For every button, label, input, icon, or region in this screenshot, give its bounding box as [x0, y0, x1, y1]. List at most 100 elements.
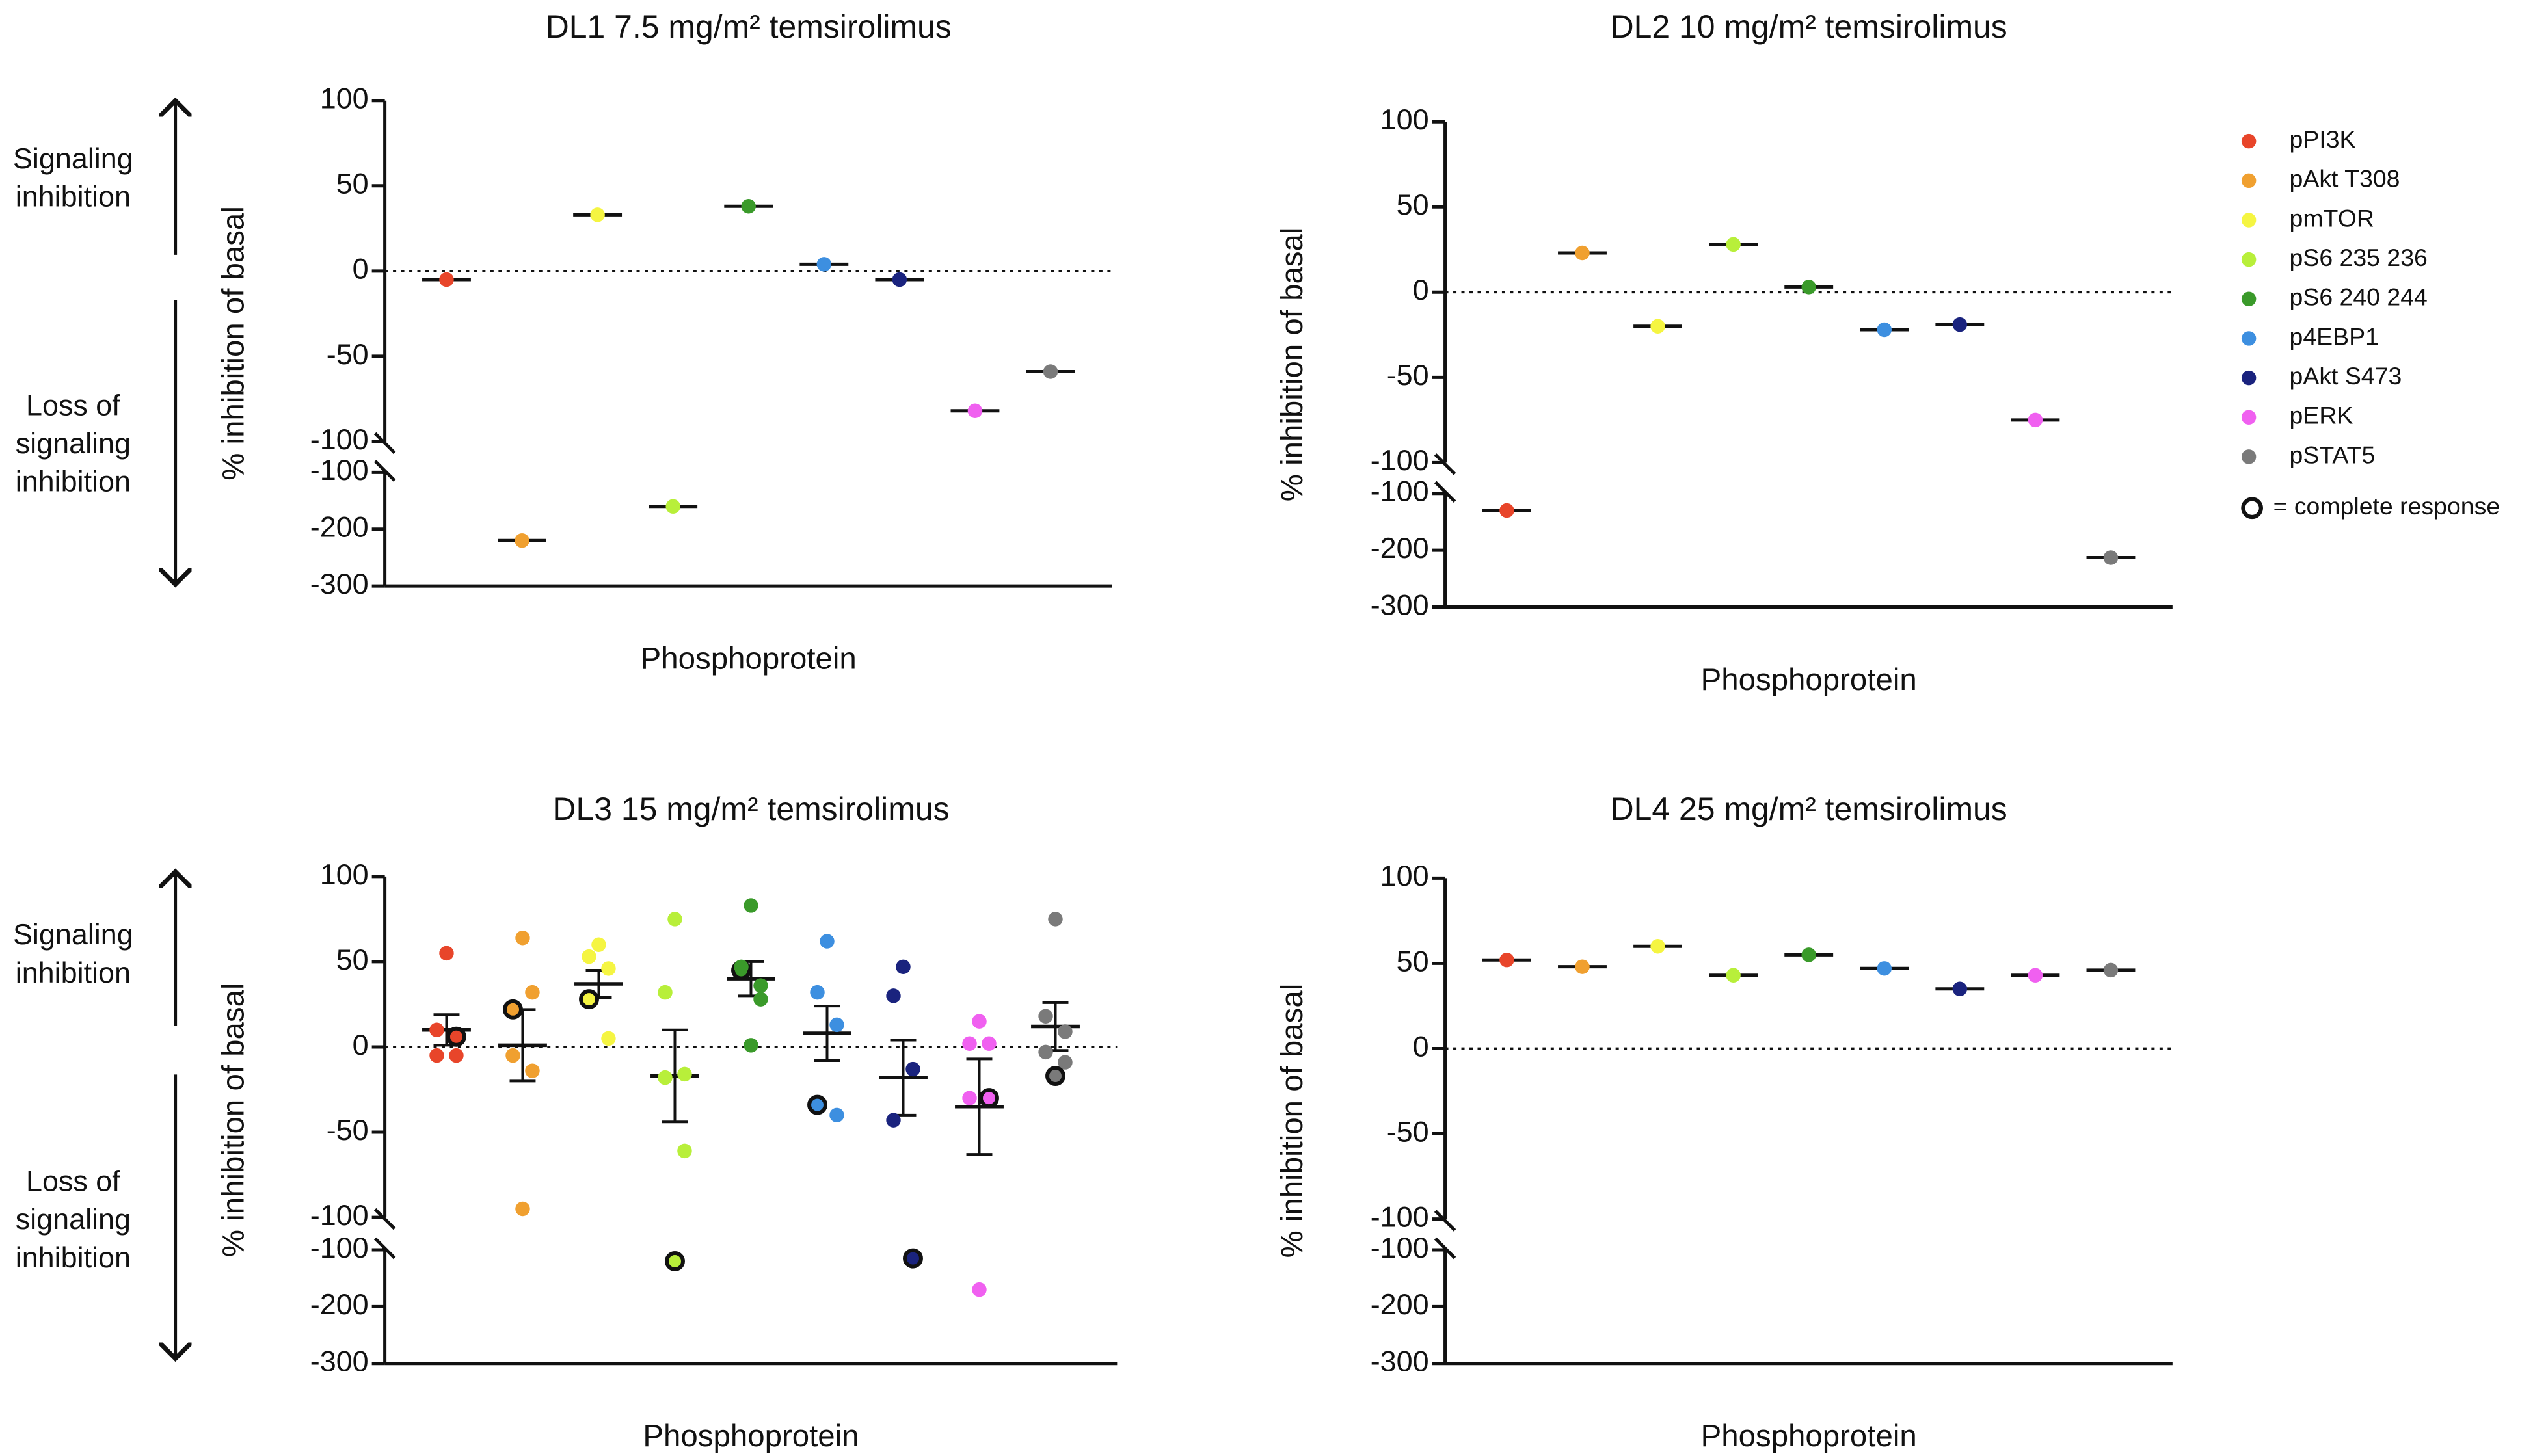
y-tick-label: 100 [320, 82, 369, 115]
legend-marker [2241, 497, 2263, 520]
data-point [429, 1022, 444, 1038]
complete-response-point [807, 1094, 827, 1115]
y-tick-label: 100 [320, 858, 369, 891]
data-point [972, 1014, 987, 1029]
legend-marker [2241, 291, 2257, 307]
data-point [1801, 947, 1816, 962]
side-annotation: signaling [16, 1202, 131, 1236]
data-point [601, 1031, 616, 1046]
y-tick-label: -50 [327, 338, 369, 371]
side-annotation: inhibition [16, 180, 131, 213]
y-tick-label: 0 [353, 1028, 369, 1061]
data-point [1499, 503, 1514, 518]
data-point [972, 1282, 987, 1297]
legend-marker [2241, 173, 2257, 189]
y-tick-label: 50 [336, 167, 369, 200]
data-point [1575, 245, 1590, 261]
x-axis-label: Phosphoprotein [1701, 1419, 1917, 1453]
chart-title: DL2 10 mg/m² temsirolimus [1611, 8, 2007, 45]
data-point [515, 533, 529, 548]
data-point [1038, 1009, 1053, 1024]
data-point [962, 1091, 977, 1105]
complete-response-point [665, 1251, 685, 1271]
data-point [962, 1036, 977, 1051]
chart-title: DL3 15 mg/m² temsirolimus [552, 791, 949, 827]
y-tick-label: 0 [1413, 273, 1429, 306]
y-tick-label: 50 [336, 943, 369, 976]
legend-note: = complete response [2273, 492, 2500, 520]
y-axis-label: % inhibition of basal [1275, 984, 1309, 1258]
data-point [2103, 962, 2119, 978]
y-tick-label: -50 [1387, 358, 1429, 391]
data-point [1499, 952, 1514, 968]
data-point [753, 992, 768, 1007]
legend-label: pSTAT5 [2290, 441, 2376, 468]
y-tick-label: -200 [310, 1288, 369, 1321]
data-point [1048, 912, 1063, 927]
legend-label: pmTOR [2290, 204, 2374, 232]
data-point [886, 988, 901, 1003]
side-annotation: inhibition [16, 465, 131, 498]
data-point [515, 931, 530, 946]
side-annotation: Signaling [13, 142, 133, 175]
legend-marker [2241, 133, 2257, 149]
y-tick-label: -200 [1371, 531, 1429, 564]
data-point [820, 934, 835, 949]
data-point [1877, 961, 1892, 976]
side-annotation: inhibition [16, 1241, 131, 1274]
side-annotation: Signaling [13, 918, 133, 951]
y-tick-label: -300 [310, 1345, 369, 1378]
data-point [829, 1017, 844, 1033]
data-point [665, 499, 680, 514]
legend-marker [2241, 449, 2257, 464]
data-point [1038, 1044, 1053, 1060]
y-tick-label: -100 [1371, 1200, 1429, 1233]
side-annotation: Loss of [26, 388, 120, 421]
data-point [601, 961, 616, 976]
legend-marker [2241, 370, 2257, 386]
data-point [429, 1048, 444, 1063]
y-tick-label: -100 [1371, 1231, 1429, 1264]
data-point [2028, 968, 2043, 983]
y-axis-label: % inhibition of basal [1275, 228, 1309, 502]
data-point [590, 207, 605, 222]
data-point [1952, 317, 1968, 332]
x-axis-label: Phosphoprotein [641, 641, 857, 676]
data-point [1058, 1055, 1073, 1070]
complete-response-point [446, 1026, 466, 1047]
complete-response-point [1045, 1066, 1065, 1087]
y-tick-label: -300 [1371, 1345, 1429, 1378]
data-point [734, 959, 749, 975]
y-tick-label: 50 [1397, 188, 1429, 221]
legend-label: pAkt S473 [2290, 362, 2402, 390]
data-point [1726, 968, 1741, 983]
data-point [741, 199, 756, 214]
data-point [449, 1048, 464, 1063]
legend-label: pPI3K [2290, 126, 2356, 153]
data-point [982, 1036, 997, 1051]
data-point [439, 946, 454, 961]
data-point [1726, 237, 1741, 252]
legend-label: p4EBP1 [2290, 323, 2379, 350]
y-tick-label: 50 [1397, 944, 1429, 977]
data-point [515, 1201, 530, 1217]
data-point [810, 985, 825, 1000]
data-point [896, 959, 911, 975]
data-point [829, 1107, 844, 1123]
data-point [677, 1143, 692, 1159]
legend-label: pS6 240 244 [2290, 284, 2428, 311]
legend-marker [2241, 213, 2257, 228]
data-point [2103, 550, 2119, 565]
complete-response-point [902, 1248, 923, 1269]
data-point [2028, 412, 2043, 428]
y-tick-label: -50 [327, 1113, 369, 1146]
data-point [525, 1063, 540, 1078]
y-axis-label: % inhibition of basal [217, 983, 251, 1257]
data-point [1801, 280, 1816, 295]
x-axis-label: Phosphoprotein [1701, 663, 1917, 697]
legend-label: pERK [2290, 402, 2353, 429]
y-tick-label: -300 [310, 567, 369, 600]
data-point [677, 1066, 692, 1082]
x-axis-label: Phosphoprotein [643, 1419, 859, 1453]
legend-marker [2241, 331, 2257, 346]
